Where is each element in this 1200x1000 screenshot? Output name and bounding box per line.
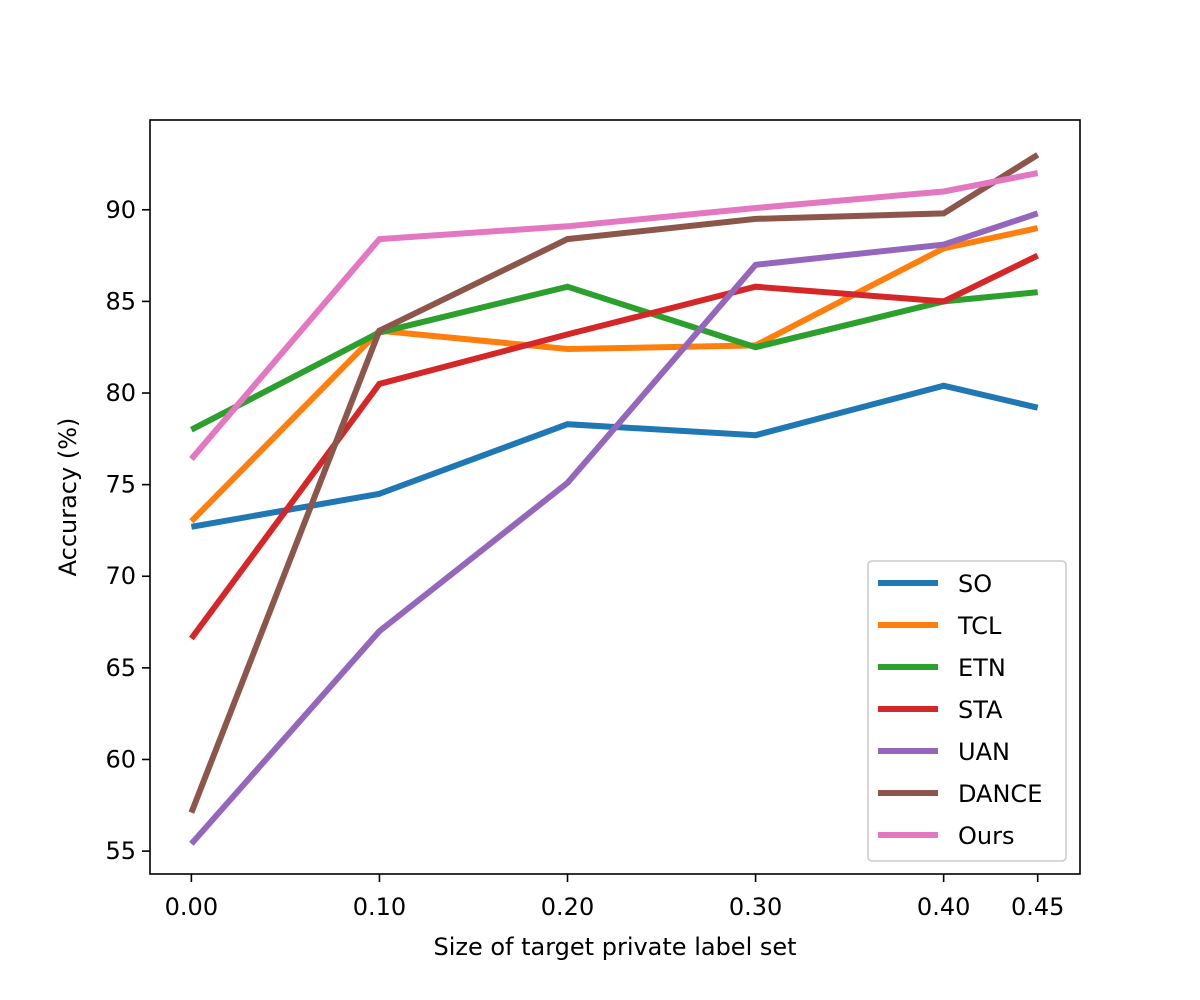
legend-label-tcl: TCL <box>957 612 1002 640</box>
y-tick-label: 65 <box>105 654 136 682</box>
y-tick-label: 70 <box>105 562 136 590</box>
y-tick-label: 75 <box>105 471 136 499</box>
y-tick-label: 55 <box>105 837 136 865</box>
x-tick-label: 0.30 <box>729 893 782 921</box>
legend-label-uan: UAN <box>958 738 1010 766</box>
x-axis-label: Size of target private label set <box>433 933 796 961</box>
series-line-so <box>190 382 1039 530</box>
legend-box <box>867 560 1067 862</box>
series-layer <box>188 152 1040 846</box>
series-line-ours <box>189 170 1039 461</box>
series-line-etn <box>190 283 1038 433</box>
y-axis-label: Accuracy (%) <box>54 418 82 577</box>
series-line-sta <box>188 252 1040 641</box>
legend-label-dance: DANCE <box>958 780 1042 808</box>
legend-label-sta: STA <box>958 696 1003 724</box>
series-line-uan <box>189 210 1039 846</box>
x-tick-label: 0.40 <box>917 893 970 921</box>
plot-frame <box>149 119 1081 875</box>
series-line-tcl <box>189 225 1039 524</box>
y-tick-label: 85 <box>105 287 136 315</box>
legend-label-ours: Ours <box>958 822 1014 850</box>
series-line-dance <box>188 152 1040 814</box>
x-axis: 0.00 0.10 0.20 0.30 0.40 0.45 <box>165 874 1064 921</box>
y-tick-label: 60 <box>105 745 136 773</box>
x-tick-label: 0.00 <box>165 893 218 921</box>
legend: SO TCL ETN STA UAN DANCE Ours <box>867 560 1067 862</box>
x-tick-label: 0.10 <box>353 893 406 921</box>
x-tick-label: 0.20 <box>541 893 594 921</box>
y-tick-label: 90 <box>105 196 136 224</box>
y-tick-label: 80 <box>105 379 136 407</box>
legend-label-so: SO <box>958 570 992 598</box>
legend-label-etn: ETN <box>958 654 1006 682</box>
x-tick-label: 0.45 <box>1011 893 1064 921</box>
y-axis: 55 60 65 70 75 80 85 90 <box>105 196 150 865</box>
